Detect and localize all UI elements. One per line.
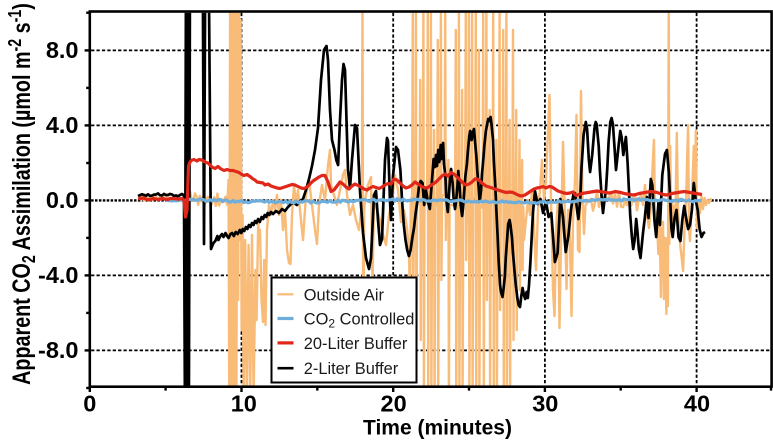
- svg-text:10: 10: [231, 391, 257, 417]
- svg-text:-8.0: -8.0: [38, 337, 79, 363]
- svg-text:-4.0: -4.0: [38, 262, 79, 288]
- svg-text:2-Liter Buffer: 2-Liter Buffer: [304, 360, 399, 378]
- svg-text:30: 30: [532, 391, 558, 417]
- svg-text:0: 0: [83, 391, 96, 417]
- svg-text:8.0: 8.0: [46, 37, 79, 63]
- svg-text:20: 20: [381, 391, 407, 417]
- svg-text:0.0: 0.0: [46, 187, 79, 213]
- svg-text:Apparent CO2 Assimilation (µmo: Apparent CO2 Assimilation (µmol m-2 s-1): [5, 3, 39, 385]
- svg-text:CO2 Controlled: CO2 Controlled: [304, 311, 415, 331]
- svg-text:Outside Air: Outside Air: [304, 286, 385, 304]
- svg-text:Time (minutes): Time (minutes): [363, 417, 512, 440]
- svg-text:4.0: 4.0: [46, 112, 79, 138]
- svg-text:40: 40: [684, 391, 710, 417]
- svg-text:20-Liter Buffer: 20-Liter Buffer: [304, 335, 408, 353]
